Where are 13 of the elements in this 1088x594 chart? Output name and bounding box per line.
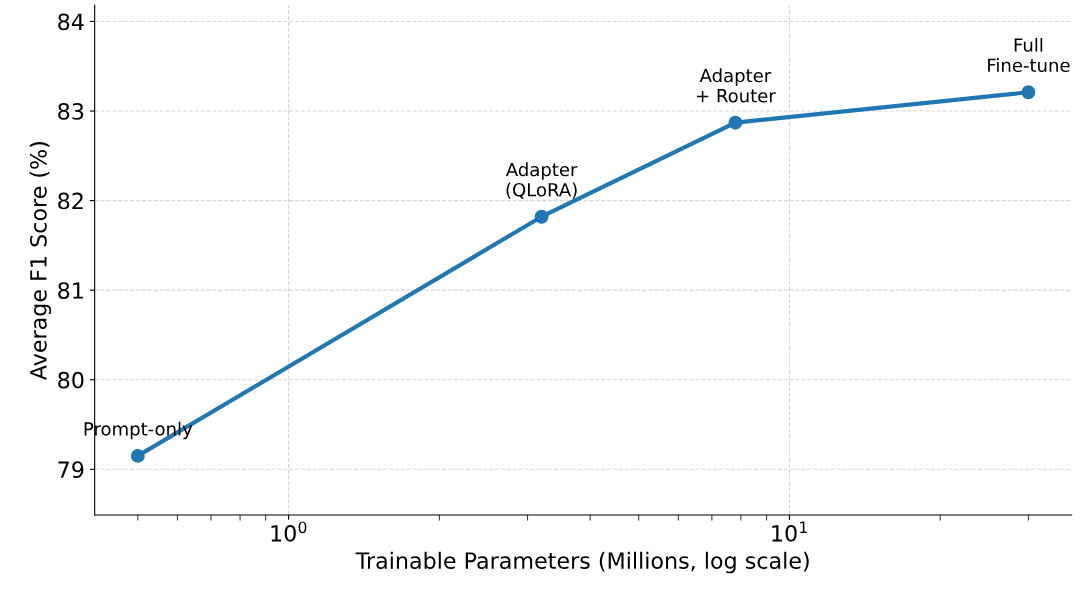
annotation: Adapter (QLoRA) (505, 162, 578, 199)
y-tick-label: 84 (58, 13, 84, 31)
x-axis-title: Trainable Parameters (Millions, log scale) (355, 551, 809, 574)
y-tick-label: 83 (58, 102, 84, 120)
y-tick-label: 79 (58, 461, 84, 479)
annotation: Adapter + Router (696, 68, 776, 103)
y-tick-label: 80 (58, 371, 84, 389)
x-tick-label: 10$^{1}$ (772, 521, 807, 542)
x-tick-label: 10$^{0}$ (271, 521, 307, 542)
y-tick-label: 81 (58, 282, 83, 299)
y-axis-title: Average F1 Score (%) (29, 142, 52, 381)
annotation: Full Fine-tune (988, 37, 1070, 73)
y-tick-label: 82 (58, 192, 83, 210)
